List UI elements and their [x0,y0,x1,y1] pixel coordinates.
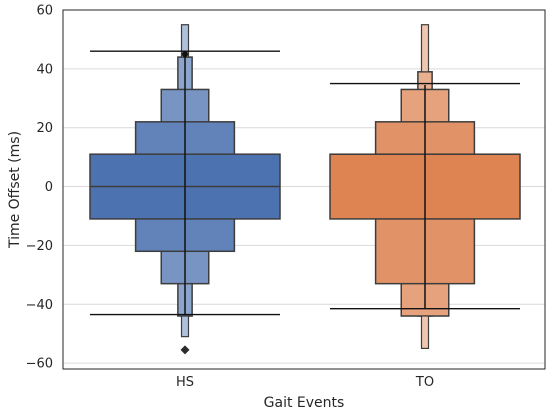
y-tick-label: 20 [36,121,53,136]
x-tick-label: HS [176,375,194,390]
hs-mean-marker [182,51,188,58]
hs-outlier-point [180,345,190,355]
hs-lower-tail [180,315,190,338]
y-tick-label: 40 [36,62,53,77]
y-tick-label: 60 [36,4,53,19]
y-tick-label: −40 [26,298,53,313]
y-tick-label: −60 [26,357,53,372]
to-upper-tail [420,24,430,73]
axis-layer: −60 −40 −20 0 20 40 60 HS TO [26,4,435,391]
x-axis-label: Gait Events [264,395,345,411]
plot-frame [62,9,546,370]
y-tick-label: 0 [45,180,53,195]
y-tick-label: −20 [26,239,53,254]
plot-layer [89,24,521,355]
y-axis-label: Time Offset (ms) [7,131,23,249]
to-lower-tail [420,315,430,350]
x-tick-label: TO [415,375,434,390]
